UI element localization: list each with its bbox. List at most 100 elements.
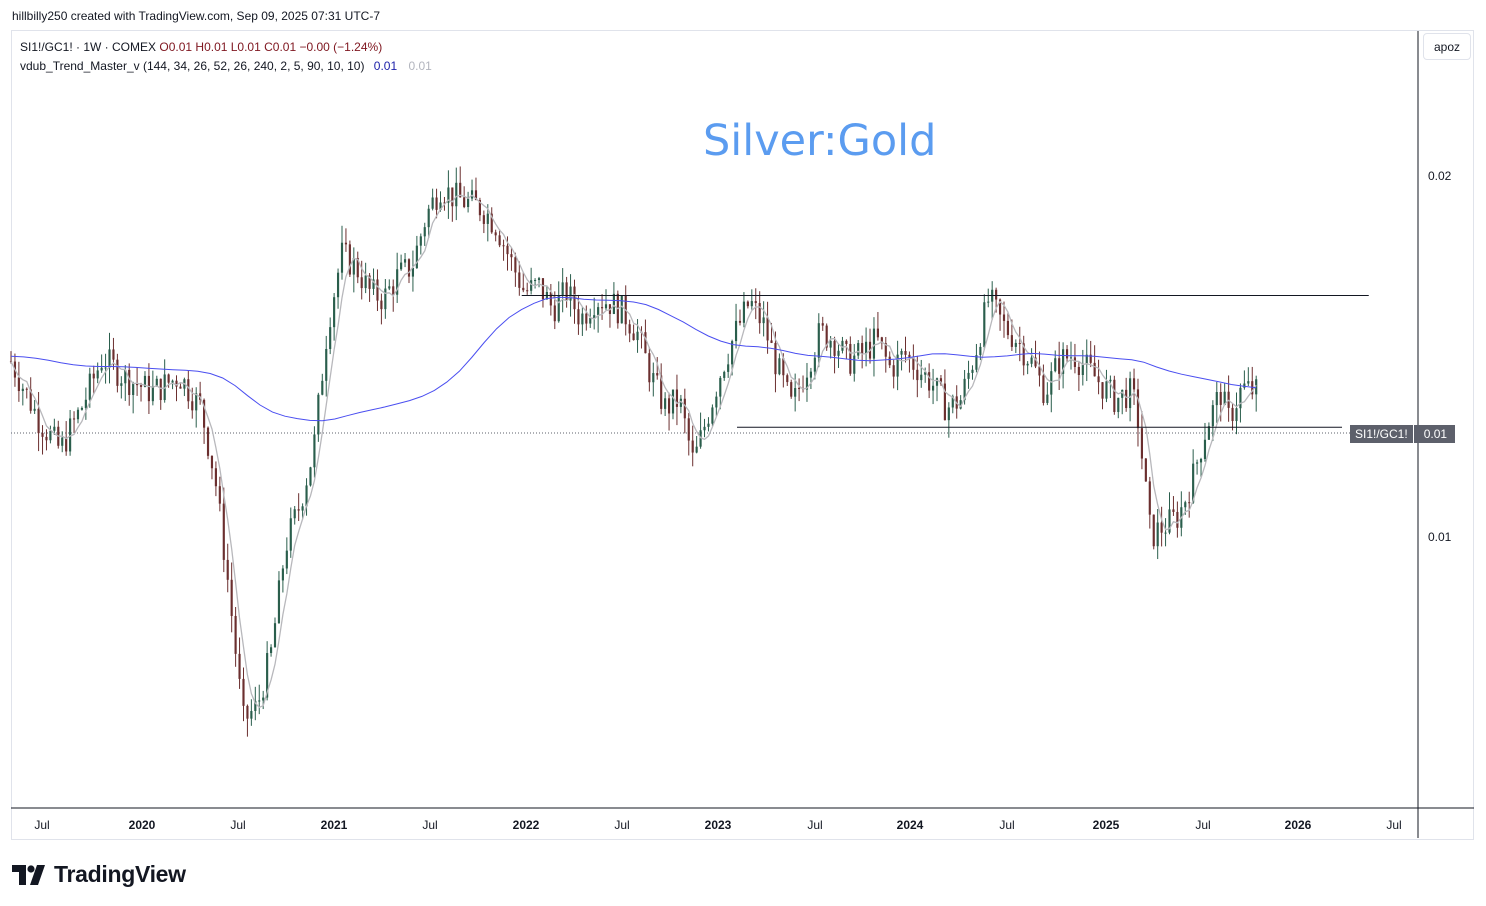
- candle-body: [1062, 349, 1065, 374]
- indicator-name[interactable]: vdub_Trend_Master_v (144, 34, 26, 52, 26…: [20, 59, 365, 73]
- candle-body: [1058, 358, 1061, 374]
- candle-body: [782, 358, 785, 376]
- candle-body: [502, 245, 505, 247]
- candle-body: [380, 300, 383, 310]
- candle-body: [1168, 509, 1171, 533]
- candle-body: [652, 373, 655, 383]
- candle-body: [1121, 389, 1124, 398]
- candle-body: [742, 301, 746, 323]
- last-price-tag: SI1!/GC1! 0.01: [1350, 425, 1456, 443]
- candle-body: [687, 418, 690, 441]
- candle-body: [313, 434, 316, 468]
- candle-body: [597, 307, 600, 316]
- candle-body: [317, 394, 320, 435]
- candle-body: [671, 389, 675, 414]
- candle-body: [1006, 320, 1010, 336]
- candle-body: [758, 303, 761, 324]
- candle-body: [1136, 389, 1140, 429]
- candle-body: [821, 323, 824, 326]
- candle-body: [683, 398, 686, 419]
- candle-body: [467, 198, 470, 208]
- candle-body: [943, 383, 946, 421]
- candle-body: [506, 245, 509, 255]
- chart-frame[interactable]: [11, 30, 1474, 840]
- candle-body: [155, 378, 158, 387]
- candle-body: [656, 373, 659, 376]
- candle-body: [1129, 378, 1132, 409]
- candle-body: [360, 277, 363, 289]
- candle-body: [679, 398, 682, 407]
- candle-body: [297, 509, 300, 511]
- candle-body: [1125, 389, 1128, 409]
- candle-body: [128, 369, 131, 396]
- candle-body: [951, 396, 954, 408]
- candle-body: [1054, 358, 1057, 372]
- candle-body: [798, 388, 801, 390]
- y-tick-label: 0.02: [1428, 169, 1452, 183]
- candle-body: [916, 369, 919, 381]
- candle-body: [76, 409, 80, 420]
- tradingview-logo[interactable]: TradingView: [12, 861, 186, 888]
- candle-body: [628, 324, 631, 334]
- candle-body: [817, 323, 820, 358]
- candle-body: [853, 355, 856, 374]
- candle-body: [289, 518, 292, 551]
- candle-body: [541, 278, 545, 300]
- candle-body: [396, 269, 399, 295]
- candle-body: [29, 389, 32, 411]
- candle-body: [325, 348, 328, 381]
- candle-body: [455, 182, 458, 207]
- candle-body: [1239, 387, 1242, 409]
- candle-body: [833, 340, 836, 356]
- candle-body: [309, 467, 312, 486]
- candle-body: [447, 187, 450, 203]
- candle-body: [612, 293, 615, 314]
- candle-body: [738, 320, 742, 323]
- candle-body: [61, 437, 64, 446]
- candle-body: [845, 340, 848, 344]
- x-tick-label: 2022: [512, 818, 540, 832]
- candle-body: [924, 372, 927, 375]
- candle-body: [809, 371, 812, 378]
- x-tick-label: Jul: [614, 818, 630, 832]
- x-tick-label: 2024: [896, 818, 924, 832]
- candle-body: [53, 426, 56, 431]
- price-tag-value: 0.01: [1413, 425, 1456, 443]
- candle-body: [69, 418, 72, 452]
- candle-body: [904, 351, 907, 355]
- candle-body: [561, 282, 564, 296]
- x-tick-label: Jul: [1195, 818, 1211, 832]
- candle-body: [589, 317, 592, 324]
- candle-body: [939, 378, 943, 384]
- candle-body: [518, 272, 521, 288]
- candle-body: [136, 383, 139, 386]
- apoz-button[interactable]: apoz: [1423, 33, 1471, 60]
- candle-body: [734, 320, 738, 342]
- candle-body: [931, 385, 935, 391]
- candle-body: [1192, 463, 1195, 503]
- candle-body: [750, 301, 753, 307]
- candle-body: [151, 386, 154, 402]
- legend-symbol[interactable]: SI1!/GC1! · 1W · COMEX: [20, 40, 157, 54]
- candle-body: [329, 327, 332, 349]
- candle-body: [896, 354, 899, 377]
- candle-body: [660, 375, 663, 409]
- candle-body: [1018, 342, 1021, 344]
- candle-body: [526, 290, 529, 292]
- candle-body: [908, 354, 911, 358]
- candle-body: [1002, 314, 1006, 321]
- candle-body: [1164, 532, 1167, 534]
- candle-body: [490, 213, 493, 233]
- candle-body: [1243, 383, 1246, 388]
- chart-annotation[interactable]: Silver:Gold: [703, 116, 937, 166]
- candle-body: [664, 398, 667, 409]
- candle-body: [41, 433, 44, 437]
- candle-body: [258, 700, 261, 702]
- candle-body: [723, 371, 726, 378]
- candle-body: [900, 351, 903, 355]
- candle-body: [604, 304, 608, 309]
- candle-body: [1010, 335, 1013, 347]
- candle-body: [1196, 462, 1199, 464]
- candle-body: [187, 379, 190, 402]
